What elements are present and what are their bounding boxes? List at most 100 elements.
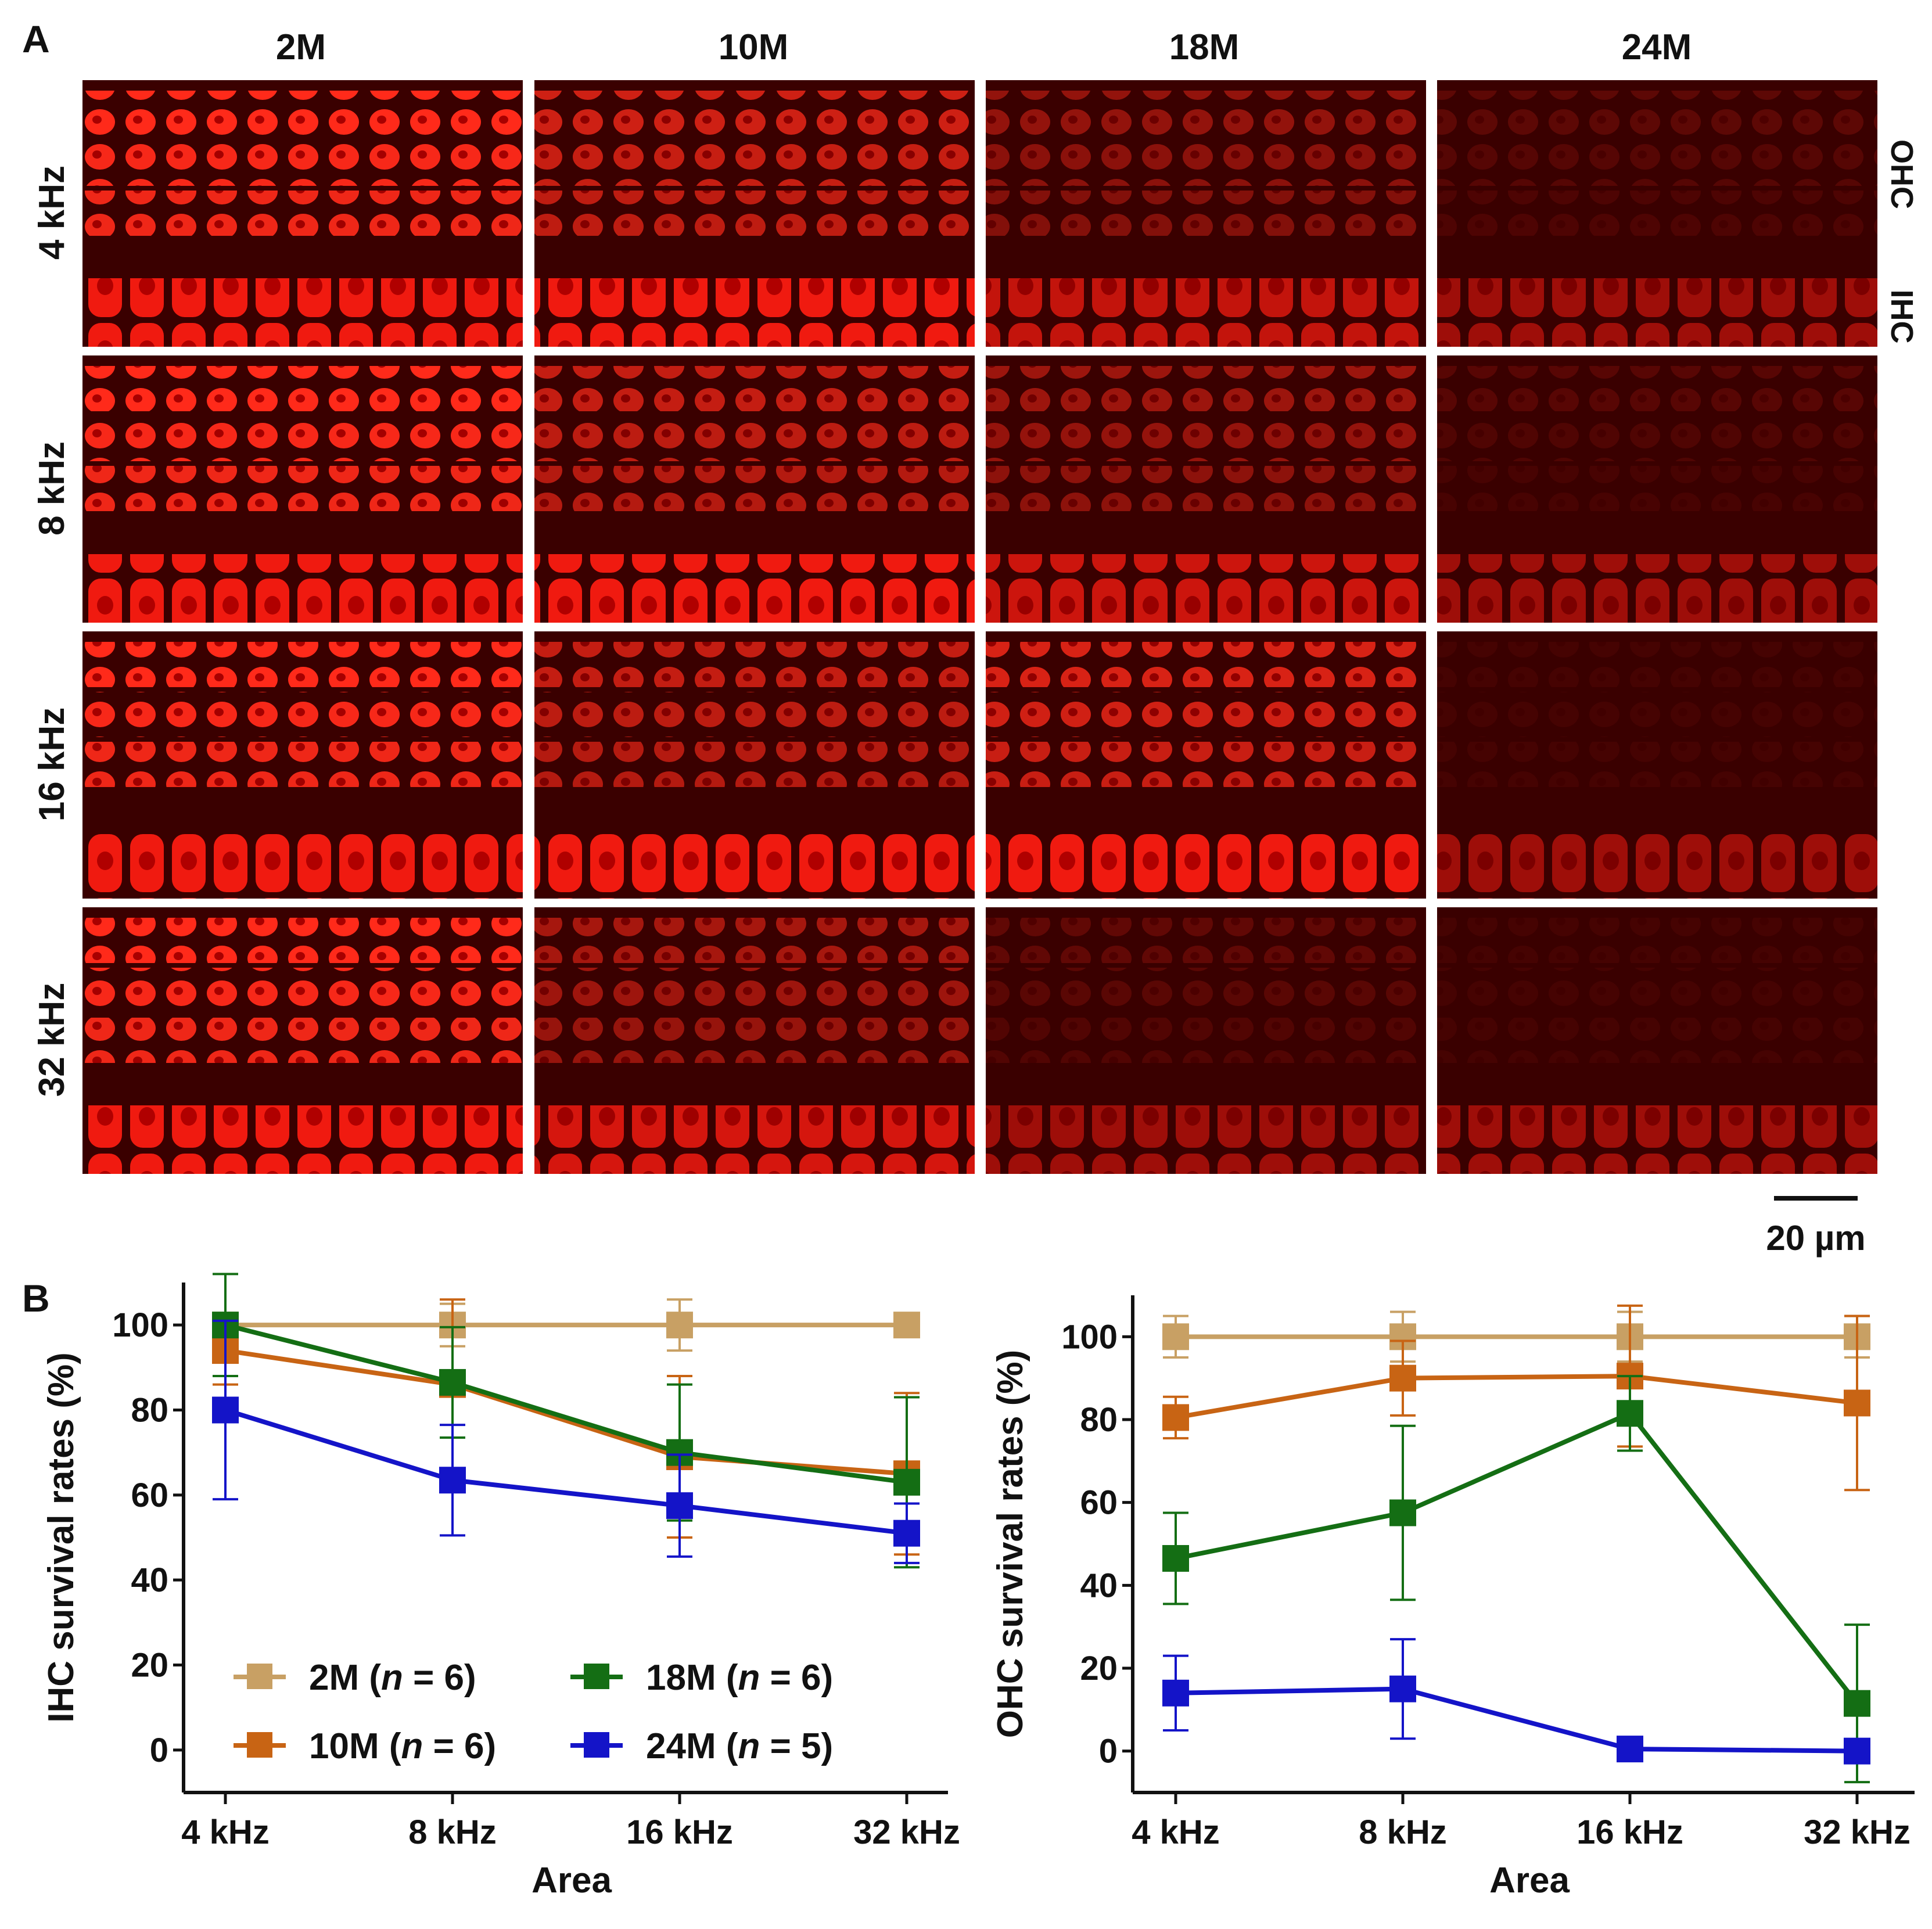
ohc-row <box>986 692 1426 737</box>
panel-b-label: B <box>22 1277 50 1320</box>
legend-item-24m: 24M (n = 5) <box>570 1726 833 1766</box>
data-point <box>893 1312 920 1339</box>
row-label-32khz: 32 kHz <box>32 983 72 1097</box>
ohc-row <box>534 692 975 737</box>
ohc-row <box>1437 918 1877 963</box>
ohc-row <box>534 642 975 687</box>
ohc-row <box>986 742 1426 787</box>
data-point <box>666 1312 693 1339</box>
micrograph-16khz-10m <box>534 631 975 899</box>
data-point <box>439 1467 466 1494</box>
series-line <box>1175 1686 1858 1754</box>
ohc-row <box>986 191 1426 236</box>
y-tick-label: 0 <box>150 1732 168 1769</box>
data-point <box>1389 1499 1416 1526</box>
ohc-row <box>82 692 523 737</box>
column-title-18m: 18M <box>1169 27 1240 67</box>
data-point <box>1162 1323 1189 1350</box>
x-tick-label: 16 kHz <box>1577 1813 1683 1851</box>
data-point <box>1844 1389 1870 1417</box>
micrograph-16khz-24m <box>1437 631 1877 899</box>
ohc-row <box>986 918 1426 963</box>
micrograph-32khz-10m <box>534 907 975 1174</box>
ohc-row <box>1437 692 1877 737</box>
y-tick-label: 100 <box>1061 1318 1118 1356</box>
ohc-row <box>534 466 975 511</box>
ohc-row <box>82 742 523 787</box>
x-axis-title: Area <box>1489 1860 1570 1901</box>
column-title-10m: 10M <box>719 27 789 67</box>
ihc-row <box>1437 554 1877 623</box>
y-tick-label: 0 <box>1099 1733 1118 1770</box>
micrograph-4khz-2m <box>82 80 523 347</box>
ihc-row <box>82 830 523 899</box>
ihc-row <box>534 830 975 899</box>
scale-bar-label: 20 µm <box>1766 1219 1865 1258</box>
data-point <box>1617 1400 1643 1427</box>
row-label-16khz: 16 kHz <box>32 707 72 821</box>
legend-item-2m: 2M (n = 6) <box>234 1658 476 1698</box>
legend-item-18m: 18M (n = 6) <box>570 1658 833 1698</box>
micrograph-grid <box>82 80 1877 1174</box>
ihc-row <box>534 278 975 347</box>
ohc-row <box>82 91 523 136</box>
ohc-row <box>82 968 523 1013</box>
ohc-row <box>82 466 523 511</box>
ihc-row <box>82 1105 523 1174</box>
ohc-row <box>82 141 523 186</box>
ohc-row <box>986 466 1426 511</box>
series-line <box>1175 1411 1859 1705</box>
y-tick-label: 40 <box>131 1561 168 1599</box>
x-tick-label: 4 kHz <box>181 1813 270 1851</box>
y-tick-label: 80 <box>1080 1401 1118 1439</box>
y-tick-label: 80 <box>131 1392 168 1429</box>
series-line <box>224 1407 907 1536</box>
y-tick-label: 60 <box>1080 1484 1118 1522</box>
micrograph-4khz-10m <box>534 80 975 347</box>
y-tick-label: 20 <box>131 1647 168 1684</box>
micrograph-32khz-24m <box>1437 907 1877 1174</box>
data-point <box>1389 1364 1416 1392</box>
legend-marker <box>584 1664 609 1689</box>
ohc-row <box>534 968 975 1013</box>
micrograph-32khz-2m <box>82 907 523 1174</box>
data-point <box>1162 1404 1189 1431</box>
ohc-row <box>986 968 1426 1013</box>
series-24m <box>212 1319 920 1564</box>
ohc-row <box>534 91 975 136</box>
ihc-row <box>986 1105 1426 1174</box>
data-point <box>1844 1690 1870 1717</box>
legend-marker <box>584 1732 609 1758</box>
y-axis-title: OHC survival rates (%) <box>990 1350 1030 1738</box>
y-tick-label: 100 <box>112 1306 168 1344</box>
ihc-chart: 0 20 40 60 80 100 4 kHz 8 kHz 16 kHz 32 kHz Area IH… <box>41 1273 960 1901</box>
ihc-row <box>82 278 523 347</box>
ohc-row <box>534 918 975 963</box>
micrograph-8khz-18m <box>986 355 1426 623</box>
micrograph-16khz-2m <box>82 631 523 899</box>
micrograph-4khz-18m <box>986 80 1426 347</box>
legend-label: 24M (n = 5) <box>646 1726 833 1766</box>
ohc-row <box>986 366 1426 411</box>
ohc-row <box>82 416 523 461</box>
ohc-row <box>1437 191 1877 236</box>
ihc-row <box>986 278 1426 347</box>
ohc-row <box>82 918 523 963</box>
ihc-row <box>1437 1105 1877 1174</box>
data-point <box>1162 1679 1189 1707</box>
data-point <box>1844 1737 1870 1765</box>
series-line <box>225 1348 907 1477</box>
ihc-label: IHC <box>1884 290 1919 344</box>
x-tick-label: 8 kHz <box>408 1813 497 1851</box>
ohc-row <box>1437 742 1877 787</box>
data-point <box>1617 1736 1643 1763</box>
micrograph-4khz-24m <box>1437 80 1877 347</box>
ohc-row <box>986 141 1426 186</box>
legend-label: 10M (n = 6) <box>309 1726 496 1766</box>
series-line <box>1175 1374 1858 1420</box>
ohc-row <box>1437 91 1877 136</box>
panel-a-label: A <box>22 17 50 60</box>
ohc-row <box>986 1018 1426 1063</box>
data-point <box>1162 1544 1189 1572</box>
